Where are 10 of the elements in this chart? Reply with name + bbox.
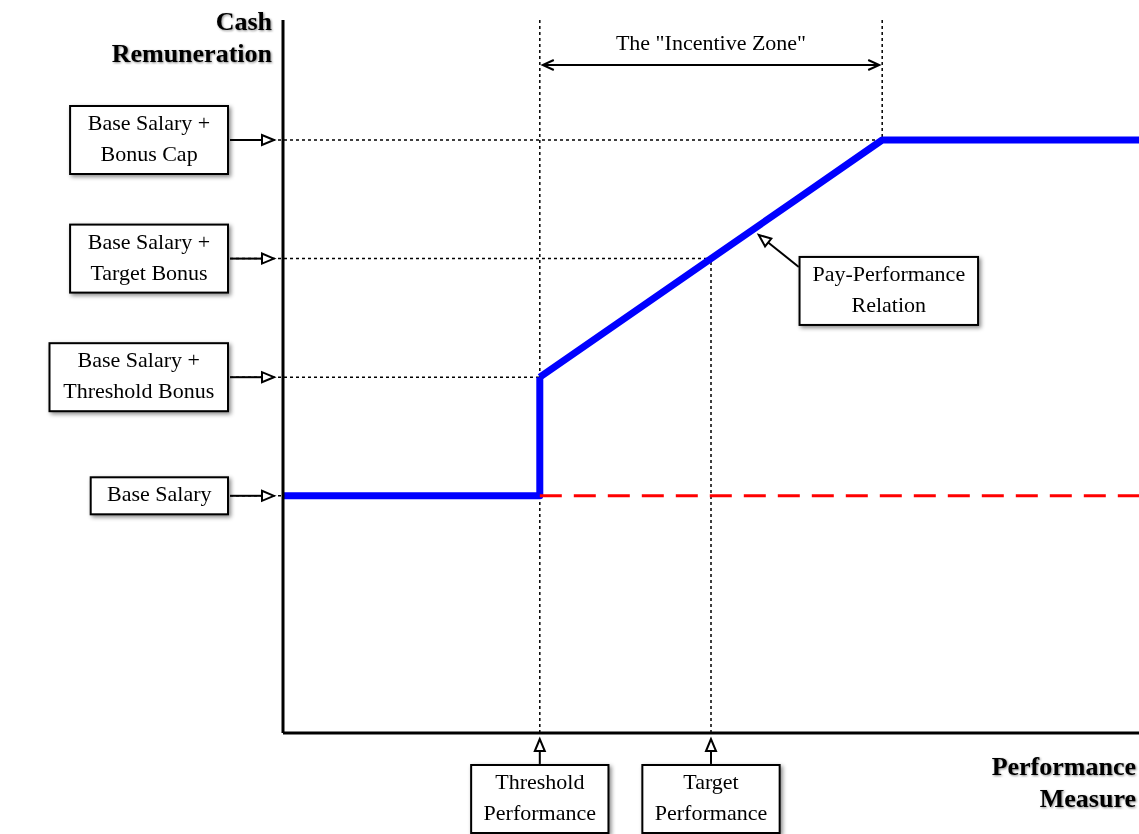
x-tick-label: Target Performance: [654, 769, 768, 825]
ref-line-label: Base Salary: [107, 481, 212, 507]
x-axis-title: Performance Measure: [991, 752, 1136, 813]
annotation: Pay-Performance Relation: [812, 260, 966, 317]
ref-line-label: Base Salary + Threshold Bonus: [63, 347, 215, 404]
text: The "Incentive Zone": [615, 30, 807, 55]
y-axis-title: Cash Remuneration: [111, 7, 273, 68]
x-tick-label: Threshold Performance: [483, 769, 596, 825]
ref-line-label: Base Salary + Target Bonus: [87, 228, 211, 285]
ref-line-label: Base Salary + Bonus Cap: [87, 110, 211, 166]
